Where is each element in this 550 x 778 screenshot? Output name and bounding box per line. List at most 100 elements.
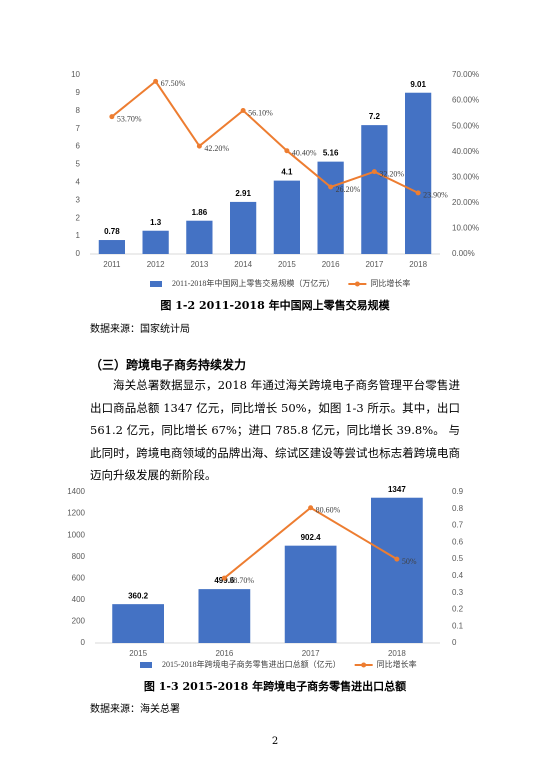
- line-point: [308, 505, 314, 511]
- bar-data-label: 1.86: [192, 208, 208, 217]
- y-tick-label: 0: [76, 249, 81, 258]
- y2-tick-label: 0.3: [452, 588, 464, 597]
- line-point: [240, 108, 246, 114]
- chart-retail: 0 1 2 3 4 5 6 7 8 9 10 0.00% 10.00% 20.00% 30.00% 40.00…: [71, 70, 479, 288]
- x-tick-label: 2015: [129, 649, 147, 658]
- x-tick-label: 2011: [103, 260, 121, 269]
- bar: [284, 545, 337, 643]
- x-tick-label: 2016: [322, 260, 340, 269]
- y-tick-label: 1000: [67, 530, 85, 539]
- line-point: [394, 556, 400, 562]
- y-tick-label: 6: [76, 142, 81, 151]
- x-tick-label: 2012: [147, 260, 165, 269]
- line-point: [284, 148, 290, 154]
- section-heading: （三）跨境电子商务持续发力: [90, 358, 247, 372]
- bar: [112, 604, 164, 643]
- page-number: 2: [271, 736, 279, 747]
- bar-data-label: 9.01: [410, 80, 426, 89]
- bar: [405, 92, 432, 254]
- bar-data-label: 1347: [388, 485, 406, 494]
- bar-data-label: 1.3: [150, 218, 162, 227]
- y-tick-label: 1: [76, 231, 81, 240]
- line-data-label: 42.20%: [204, 144, 229, 153]
- legend-label: 同比增长率: [370, 278, 410, 288]
- line-data-label: 67.50%: [161, 79, 186, 88]
- y2-tick-label: 20.00%: [452, 198, 479, 207]
- bar-data-label: 902.4: [301, 533, 322, 542]
- figure-caption: 图 1-3 2015-2018 年跨境电子商务零售进出口总额: [143, 680, 407, 693]
- x-tick-label: 2018: [409, 260, 427, 269]
- legend-swatch: [361, 662, 367, 668]
- y-tick-label: 400: [72, 595, 86, 604]
- y-tick-label: 5: [76, 160, 81, 169]
- y-tick-label: 1200: [67, 509, 85, 518]
- y2-tick-label: 60.00%: [452, 96, 479, 105]
- y2-tick-label: 0.2: [452, 605, 464, 614]
- figure-caption: 图 1-2 2011-2018 年中国网上零售交易规模: [160, 299, 390, 312]
- line-point: [328, 184, 334, 190]
- line-data-label: 53.70%: [117, 115, 142, 124]
- bar: [98, 240, 125, 254]
- chart-crossborder: 0 200 400 600 800 1000 1200 1400 0 0.1 0.2 0.3 0.4 0.…: [67, 485, 464, 669]
- y2-tick-label: 0: [452, 638, 457, 647]
- line-data-label: 80.60%: [316, 506, 341, 515]
- x-tick-label: 2015: [278, 260, 296, 269]
- data-source: 数据来源：海关总署: [90, 704, 180, 715]
- legend-label: 2015-2018年跨境电子商务零售进出口总额（亿元）: [162, 659, 341, 669]
- y2-tick-label: 0.6: [452, 537, 464, 546]
- bar-data-label: 2.91: [235, 189, 251, 198]
- legend-swatch: [150, 281, 162, 287]
- legend-label: 2011-2018年中国网上零售交易规模（万亿元）: [172, 278, 334, 288]
- x-tick-label: 2013: [190, 260, 208, 269]
- bar-data-label: 4.1: [281, 168, 293, 177]
- y-tick-label: 0: [81, 638, 86, 647]
- y2-tick-label: 30.00%: [452, 172, 479, 181]
- line-data-label: 26.20%: [336, 185, 361, 194]
- y2-tick-label: 0.7: [452, 521, 464, 530]
- y-tick-label: 3: [76, 195, 81, 204]
- y2-tick-label: 10.00%: [452, 224, 479, 233]
- x-tick-label: 2014: [234, 260, 252, 269]
- y2-tick-label: 0.5: [452, 554, 464, 563]
- bar-data-label: 499.6: [214, 576, 235, 585]
- y2-tick-label: 40.00%: [452, 147, 479, 156]
- y2-tick-label: 0.1: [452, 621, 464, 630]
- bar: [186, 220, 213, 254]
- y-tick-label: 600: [72, 573, 86, 582]
- legend-swatch: [140, 662, 152, 668]
- y-tick-label: 200: [72, 617, 86, 626]
- y2-tick-label: 0.8: [452, 504, 464, 513]
- bar: [142, 230, 169, 254]
- legend-swatch: [354, 281, 360, 287]
- line-data-label: 38.70%: [229, 576, 254, 585]
- bar: [198, 589, 251, 643]
- line-point: [196, 143, 202, 149]
- paragraph: 海关总署数据显示，2018 年通过海关跨境电子商务管理平台零售进出口商品总额 1…: [90, 378, 460, 482]
- y-tick-label: 4: [76, 178, 81, 187]
- line-data-label: 23.90%: [423, 191, 448, 200]
- bar: [361, 125, 388, 255]
- bar-data-label: 360.2: [128, 591, 149, 600]
- data-source: 数据来源：国家统计局: [90, 324, 190, 335]
- bar: [317, 161, 344, 254]
- line-data-label: 50%: [402, 557, 417, 566]
- line-point: [109, 114, 115, 120]
- line-data-label: 32.20%: [379, 169, 404, 178]
- y2-tick-label: 50.00%: [452, 121, 479, 130]
- line: [111, 79, 419, 194]
- x-tick-label: 2017: [302, 649, 320, 658]
- x-tick-label: 2018: [388, 649, 406, 658]
- bar-data-label: 0.78: [104, 227, 120, 236]
- y2-tick-label: 0.4: [452, 571, 464, 580]
- line-point: [221, 575, 227, 581]
- y-tick-label: 1400: [67, 487, 85, 496]
- y-tick-label: 9: [76, 88, 81, 97]
- y2-tick-label: 0.9: [452, 487, 464, 496]
- bar: [230, 201, 257, 254]
- y-tick-label: 7: [76, 124, 81, 133]
- x-tick-label: 2016: [215, 649, 233, 658]
- bar: [371, 497, 423, 643]
- legend-label: 同比增长率: [377, 659, 417, 669]
- line-point: [415, 190, 421, 196]
